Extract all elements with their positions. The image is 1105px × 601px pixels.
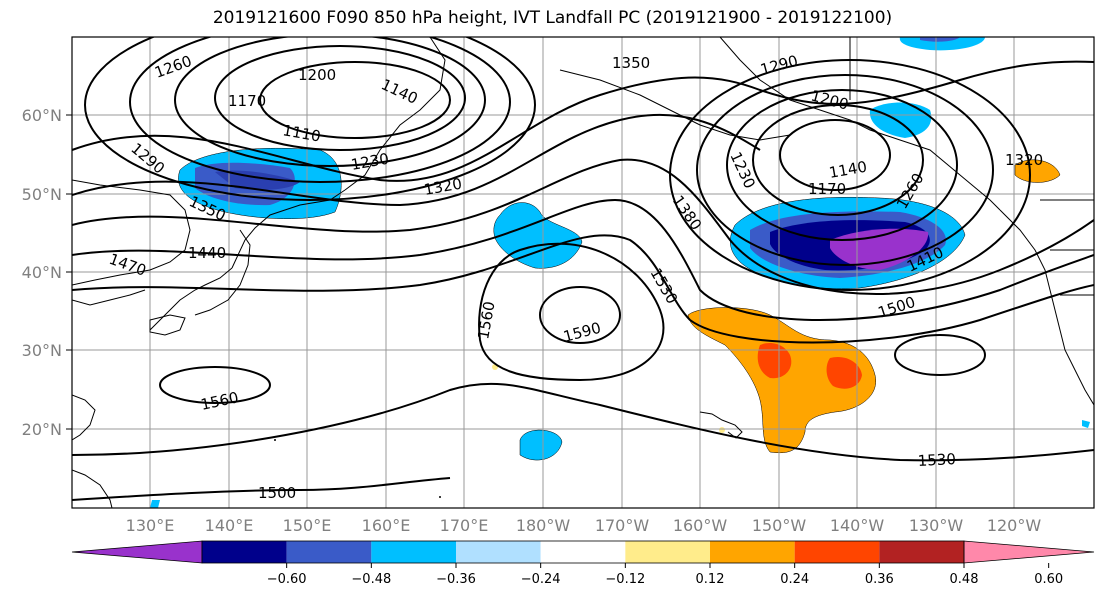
colorbar-segment bbox=[879, 541, 964, 563]
axis-ticks bbox=[66, 114, 72, 430]
colorbar: −0.60 −0.48 −0.36 −0.24 −0.12 0.12 0.24 0.36 0.4… bbox=[71, 540, 1095, 587]
lon-label: 130°E bbox=[126, 516, 175, 535]
colorbar-segment bbox=[794, 541, 880, 563]
lon-label: 130°W bbox=[909, 516, 964, 535]
colorbar-tick-label: 0.24 bbox=[780, 572, 809, 587]
lat-label: 20°N bbox=[22, 420, 62, 439]
lon-label: 120°W bbox=[987, 516, 1042, 535]
coastlines bbox=[72, 37, 1094, 508]
lon-label: 150°E bbox=[283, 516, 332, 535]
longitude-labels: 130°E 140°E 150°E 160°E 170°E 180°W 170°… bbox=[126, 516, 1042, 535]
colorbar-tick-label: −0.48 bbox=[351, 572, 391, 587]
colorbar-tick-label: 0.48 bbox=[950, 572, 979, 587]
lon-label: 160°W bbox=[673, 516, 728, 535]
colorbar-segment bbox=[625, 541, 710, 563]
contour-label: 1170 bbox=[808, 180, 846, 198]
lon-label: 180°W bbox=[516, 516, 571, 535]
colorbar-extend-low bbox=[71, 540, 203, 564]
colorbar-segment bbox=[540, 541, 626, 563]
contour-label: 1500 bbox=[258, 484, 296, 502]
lon-label: 140°E bbox=[205, 516, 254, 535]
lat-label: 60°N bbox=[22, 106, 62, 125]
contour-label: 1110 bbox=[281, 121, 322, 145]
colorbar-segment bbox=[202, 541, 287, 563]
lat-label: 40°N bbox=[22, 263, 62, 282]
map-title: 2019121600 F090 850 hPa height, IVT Land… bbox=[212, 8, 893, 28]
contour-label: 1590 bbox=[561, 319, 603, 346]
colorbar-tick-label: 0.36 bbox=[865, 572, 894, 587]
contour-label: 1500 bbox=[876, 293, 918, 322]
contour-label: 1140 bbox=[828, 158, 869, 182]
contour-label: 1440 bbox=[188, 244, 226, 262]
contour-label: 1530 bbox=[917, 450, 956, 470]
lon-label: 170°W bbox=[595, 516, 650, 535]
ivt-shading bbox=[150, 37, 1090, 508]
graticule bbox=[72, 37, 1094, 508]
colorbar-extend-high bbox=[963, 540, 1095, 564]
latitude-labels: 60°N 50°N 40°N 30°N 20°N bbox=[22, 106, 62, 439]
colorbar-tick-label: −0.12 bbox=[605, 572, 645, 587]
lon-label: 150°W bbox=[752, 516, 807, 535]
colorbar-border bbox=[201, 540, 965, 564]
colorbar-segment bbox=[286, 541, 372, 563]
lat-label: 50°N bbox=[22, 185, 62, 204]
contour-label: 1320 bbox=[1005, 151, 1043, 169]
colorbar-segment bbox=[456, 541, 541, 563]
contour-label: 1170 bbox=[228, 92, 266, 110]
lat-label: 30°N bbox=[22, 341, 62, 360]
contour-label: 1230 bbox=[350, 150, 391, 174]
map-area: 1260 1200 1140 1170 1110 1290 1230 1320 … bbox=[72, 37, 1094, 508]
colorbar-tick-label: −0.60 bbox=[267, 572, 307, 587]
contour-label: 1260 bbox=[152, 52, 194, 82]
contour-label: 1350 bbox=[612, 54, 650, 72]
contour-label: 1530 bbox=[647, 265, 682, 307]
colorbar-tick-label: −0.24 bbox=[521, 572, 561, 587]
colorbar-tick-label: 0.60 bbox=[1034, 572, 1063, 587]
colorbar-segment bbox=[371, 541, 456, 563]
lon-label: 170°E bbox=[440, 516, 489, 535]
contour-label: 1560 bbox=[199, 388, 240, 414]
lon-label: 140°W bbox=[830, 516, 885, 535]
contour-label: 1200 bbox=[298, 66, 336, 84]
contour-label: 1560 bbox=[474, 300, 498, 341]
lon-label: 160°E bbox=[362, 516, 411, 535]
contour-label: 1470 bbox=[107, 250, 149, 280]
colorbar-tick-label: −0.36 bbox=[436, 572, 476, 587]
colorbar-tick-label: 0.12 bbox=[696, 572, 725, 587]
colorbar-segment bbox=[710, 541, 795, 563]
height-contours bbox=[72, 37, 1094, 501]
contour-label: 1140 bbox=[378, 75, 420, 107]
